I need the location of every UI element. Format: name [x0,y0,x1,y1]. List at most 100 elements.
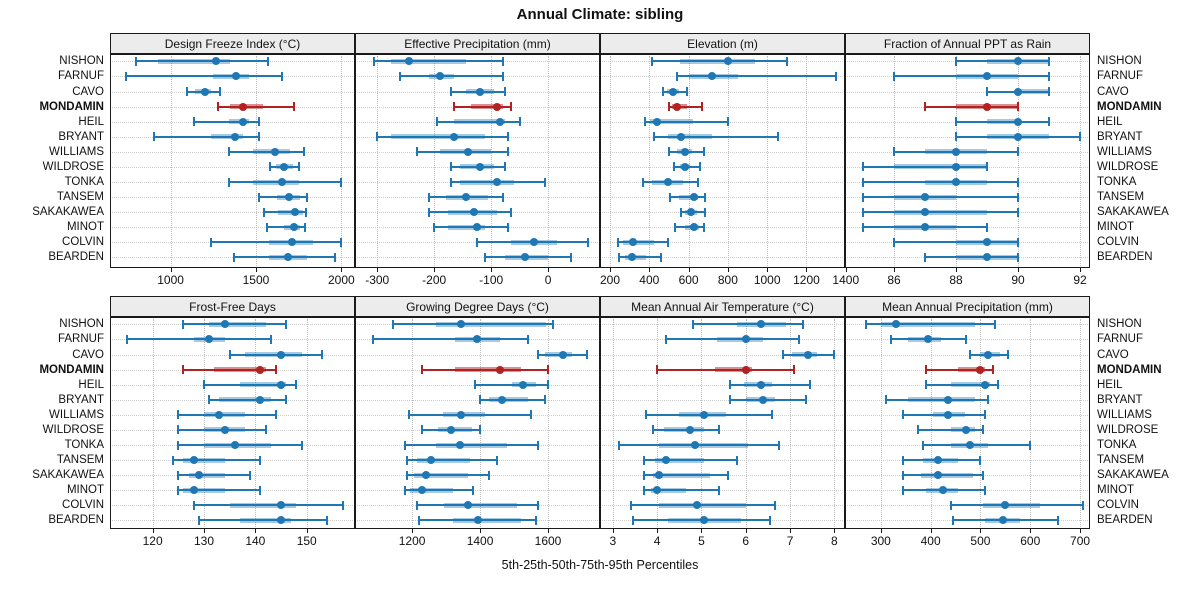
whisker-cap-95 [526,334,529,344]
row-guide-line [602,197,843,199]
interquartile-band-25-75 [229,502,297,508]
whisker-5-95 [126,338,271,341]
whisker-5-95 [676,75,836,78]
interquartile-band-25-75 [667,134,713,140]
whisker-cap-95 [802,319,805,329]
whisker-5-95 [862,181,1019,184]
whisker-cap-95 [501,56,504,66]
interquartile-band-25-75 [203,412,246,418]
median-dot [628,238,637,247]
whisker-cap-5 [473,380,476,390]
median-dot [559,350,568,359]
station-label-left: BEARDEN [48,251,104,264]
whisker-cap-5 [197,515,200,525]
whisker-cap-95 [777,132,779,142]
whisker-5-95 [173,459,261,462]
whisker-5-95 [480,398,545,401]
median-dot [455,441,464,450]
interquartile-band-25-75 [278,209,303,215]
interquartile-band-25-75 [209,321,266,327]
axis-tick-label: 400 [920,534,941,548]
whisker-cap-95 [804,395,807,405]
station-label-left: MINOT [66,484,104,497]
whisker-cap-5 [407,410,410,420]
whisker-5-95 [437,120,520,123]
whisker-cap-95 [726,117,729,127]
whisker-5-95 [377,135,509,138]
axis-tick [412,529,414,533]
whisker-cap-5 [902,455,905,465]
median-dot [976,365,985,374]
gridline [701,319,703,527]
interquartile-band-25-75 [435,442,508,448]
whisker-cap-95 [797,334,800,344]
whisker-cap-5 [192,117,195,127]
whisker-cap-5 [618,440,621,450]
median-dot [435,72,444,81]
whisker-cap-5 [642,485,645,495]
whisker-5-95 [428,211,512,214]
gridline [1030,319,1032,527]
gridline [306,319,308,527]
whisker-cap-5 [902,470,905,480]
median-dot [891,320,900,329]
interquartile-band-25-75 [894,209,988,215]
whisker-5-95 [630,504,775,507]
whisker-5-95 [474,383,548,386]
axis-tick [806,268,808,272]
whisker-5-95 [862,196,1019,199]
whisker-cap-95 [334,252,337,262]
panel-header: Elevation (m) [600,33,845,54]
axis-tick [152,529,154,533]
whisker-cap-5 [645,410,648,420]
median-dot [277,178,286,187]
gridline [548,319,549,527]
whisker-cap-5 [642,455,645,465]
panel-plot [600,54,845,268]
median-dot [277,380,286,389]
median-dot [418,486,427,495]
whisker-cap-95 [536,500,539,510]
station-label-left: TANSEM [56,454,104,467]
median-dot [291,208,300,217]
axis-tick [255,529,257,533]
whisker-cap-95 [496,455,499,465]
axis-tick-label: 1200 [793,273,820,287]
whisker-cap-5 [421,365,424,375]
whisker-5-95 [643,489,720,492]
median-dot [474,516,483,525]
median-dot [495,117,504,126]
whisker-cap-5 [969,350,972,360]
median-dot [693,501,702,510]
whisker-cap-5 [227,177,230,187]
whisker-cap-5 [729,395,732,405]
station-label-left: FARNUF [58,333,104,346]
whisker-cap-95 [1056,515,1059,525]
station-label-right: TONKA [1097,439,1137,452]
median-dot [220,320,229,329]
whisker-cap-5 [475,237,478,247]
axis-tick [701,529,703,533]
whisker-cap-5 [153,132,156,142]
whisker-cap-95 [266,56,269,66]
whisker-cap-95 [785,56,788,66]
median-dot [680,147,689,156]
whisker-cap-95 [1048,87,1051,97]
row-guide-line [112,227,353,229]
axis-tick-label: 7 [786,534,794,548]
gridline [980,319,982,527]
gridline [434,56,436,266]
whisker-cap-5 [729,380,732,390]
axis-tick-label: 0 [544,273,552,287]
axis-tick [880,529,882,533]
whisker-5-95 [178,413,276,416]
whisker-5-95 [894,241,1019,244]
interquartile-band-25-75 [894,164,988,170]
whisker-cap-95 [979,455,982,465]
whisker-cap-95 [269,334,272,344]
row-guide-line [357,399,598,401]
median-dot [699,410,708,419]
whisker-cap-5 [861,207,864,217]
whisker-cap-5 [258,192,261,202]
